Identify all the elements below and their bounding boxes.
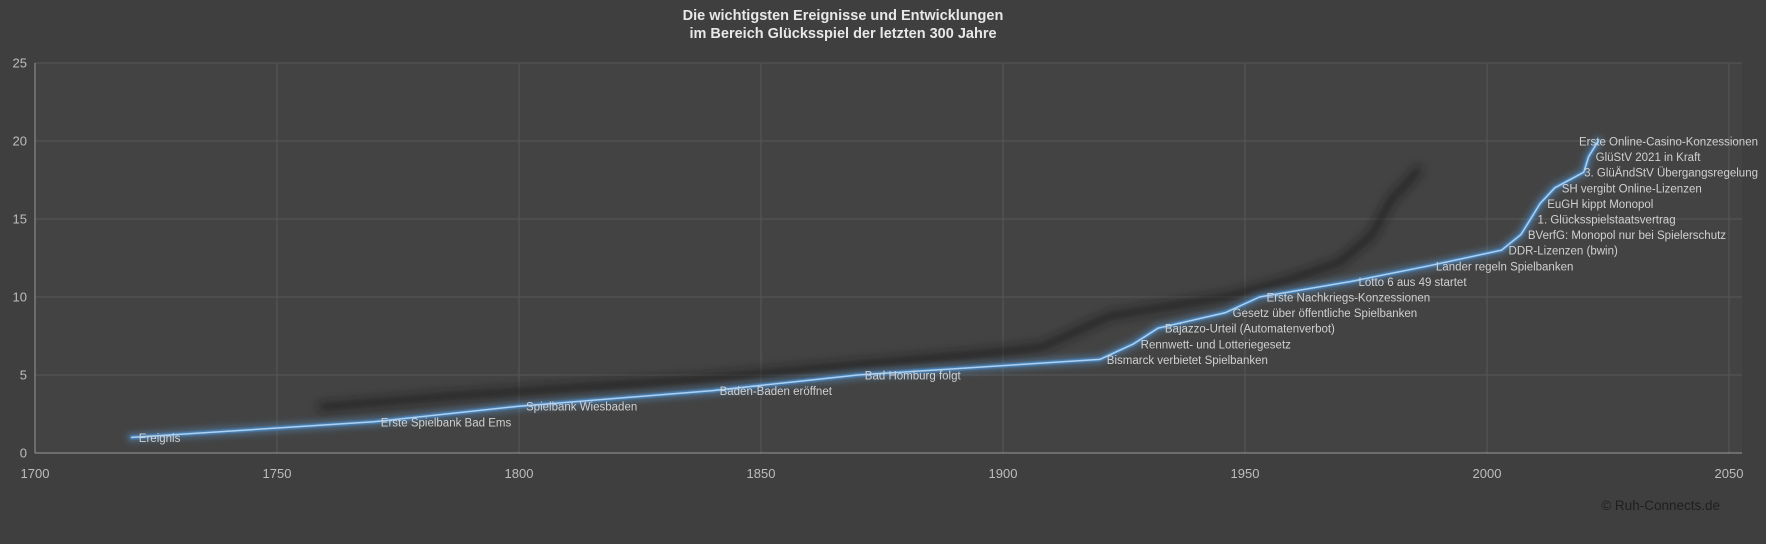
event-label: Bajazzo-Urteil (Automatenverbot) <box>1165 324 1335 336</box>
event-label: Rennwett- und Lotteriegesetz <box>1141 339 1291 351</box>
x-tick-label: 1700 <box>21 466 50 481</box>
chart-title-line1: Die wichtigsten Ereignisse und Entwicklu… <box>682 8 1004 24</box>
x-tick-label: 2050 <box>1715 466 1744 481</box>
x-tick-label: 1950 <box>1231 466 1260 481</box>
event-label: Erste Online-Casino-Konzessionen <box>1579 137 1758 149</box>
event-label: SH vergibt Online-Lizenzen <box>1562 183 1702 195</box>
event-label: Spielbank Wiesbaden <box>526 402 637 414</box>
x-tick-label: 1900 <box>989 466 1018 481</box>
y-tick-label: 15 <box>13 212 27 227</box>
event-label: Länder regeln Spielbanken <box>1436 261 1573 273</box>
event-label: EuGH kippt Monopol <box>1547 199 1653 211</box>
x-tick-label: 1850 <box>747 466 776 481</box>
event-label: BVerfG: Monopol nur bei Spielerschutz <box>1528 230 1726 242</box>
event-label: 1. Glücksspielstaatsvertrag <box>1538 215 1676 227</box>
y-tick-label: 20 <box>13 134 27 149</box>
event-label: Erste Nachkriegs-Konzessionen <box>1267 293 1431 305</box>
event-label: Bismarck verbietet Spielbanken <box>1107 355 1268 367</box>
chart-title: Die wichtigsten Ereignisse und Entwicklu… <box>0 7 1686 43</box>
x-tick-label: 1750 <box>263 466 292 481</box>
event-line-core <box>131 140 1600 439</box>
event-label: 3. GlüÄndStV Übergangsregelung <box>1584 168 1758 180</box>
x-tick-label: 1800 <box>505 466 534 481</box>
event-line-shadow <box>317 165 1423 412</box>
event-label: Erste Spielbank Bad Ems <box>381 417 512 429</box>
copyright-label: © Ruh-Connects.de <box>1601 498 1720 513</box>
event-label: GlüStV 2021 in Kraft <box>1596 152 1702 164</box>
event-label: Lotto 6 aus 49 startet <box>1358 277 1467 289</box>
y-tick-label: 5 <box>20 368 27 383</box>
event-label: Gesetz über öffentliche Spielbanken <box>1233 308 1418 320</box>
chart-title-line2: im Bereich Glücksspiel der letzten 300 J… <box>689 26 997 42</box>
event-label: Baden-Baden eröffnet <box>720 386 833 398</box>
y-tick-label: 25 <box>13 56 27 71</box>
event-label: DDR-Lizenzen (bwin) <box>1509 246 1618 258</box>
y-tick-label: 0 <box>20 446 27 461</box>
y-tick-label: 10 <box>13 290 27 305</box>
x-tick-label: 2000 <box>1473 466 1502 481</box>
event-label: Bad Homburg folgt <box>865 371 962 383</box>
event-label: Ereignis <box>139 433 181 445</box>
